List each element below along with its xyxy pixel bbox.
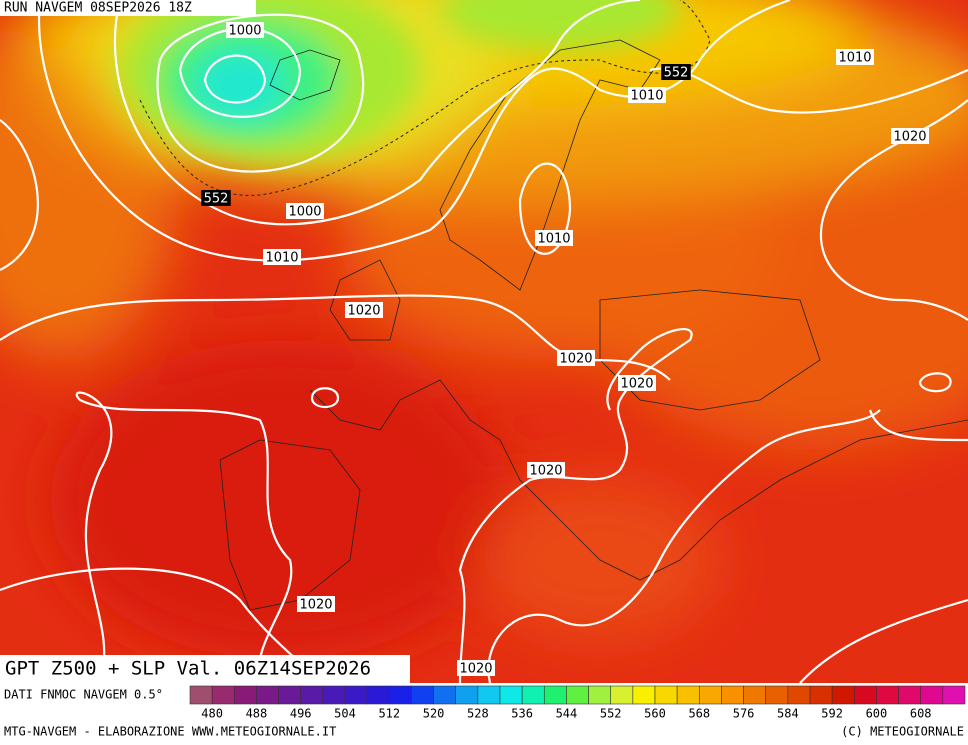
- colorbar-swatch: [942, 685, 966, 705]
- colorbar-swatch: [787, 685, 811, 705]
- colorbar-swatch: [344, 685, 368, 705]
- colorbar-tick-label: 576: [733, 707, 755, 721]
- colorbar-swatch: [721, 685, 744, 705]
- isobar-label: 1020: [893, 130, 926, 145]
- colorbar-tick-label: 592: [821, 707, 843, 721]
- colorbar-swatch: [920, 685, 944, 705]
- z500-552-contour: [139, 0, 711, 196]
- z500-label-box: [201, 190, 231, 206]
- isobar-label-box: [345, 302, 383, 318]
- isobar-label: 1020: [559, 352, 592, 367]
- isobar-label-box: [263, 249, 301, 265]
- z500-label: 552: [664, 66, 689, 81]
- colorbar-swatch: [521, 685, 545, 705]
- isobar-label-box: [891, 128, 929, 144]
- colorbar-tick-label: 512: [378, 707, 400, 721]
- z500-label-box: [661, 64, 691, 80]
- isobar-label-box: [297, 596, 335, 612]
- colorbar-swatch: [588, 685, 612, 705]
- isobar-label-box: [535, 230, 573, 246]
- colorbar-swatch: [388, 685, 412, 705]
- colorbar-swatch: [211, 685, 235, 705]
- colorbar-tick-label: 488: [246, 707, 268, 721]
- colorbar-swatch: [809, 685, 833, 705]
- caption: GPT Z500 + SLP Val. 06Z14SEP2026: [5, 658, 371, 680]
- colorbar-swatch: [189, 685, 213, 705]
- isobar-label: 1020: [529, 464, 562, 479]
- colorbar-tick-label: 600: [866, 707, 888, 721]
- colorbar-tick-label: 480: [201, 707, 223, 721]
- isobar-label-box: [836, 49, 874, 65]
- colorbar-swatch: [233, 685, 257, 705]
- isobar-label: 1020: [299, 598, 332, 613]
- isobar-label: 1010: [265, 251, 298, 266]
- isobar-label-box: [527, 462, 565, 478]
- colorbar-swatch: [455, 685, 479, 705]
- isobar-label-box: [618, 375, 656, 391]
- isobar-label: 1010: [838, 51, 871, 66]
- colorbar-tick-label: 544: [556, 707, 578, 721]
- colorbar-tick-label: 504: [334, 707, 356, 721]
- colorbar-swatch: [366, 685, 390, 705]
- map: [0, 0, 968, 683]
- colorbar-swatch: [765, 685, 789, 705]
- isobar-label-box: [226, 22, 264, 38]
- z500-label: 552: [204, 192, 229, 207]
- run-label: RUN NAVGEM 08SEP2026 18Z: [4, 1, 192, 16]
- colorbar-swatch: [853, 685, 877, 705]
- colorbar-swatch: [278, 685, 302, 705]
- colorbar: 480 488 496 504 512 520 528 536 544 552 560 568 576 5…: [189, 685, 966, 721]
- isobar-label: 1010: [630, 89, 663, 104]
- colorbar-tick-label: 552: [600, 707, 622, 721]
- colorbar-tick-label: 608: [910, 707, 932, 721]
- isobar-label: 1020: [459, 662, 492, 677]
- colorbar-swatch: [411, 685, 434, 705]
- colorbar-source: DATI FNMOC NAVGEM 0.5°: [4, 688, 163, 702]
- colorbar-swatch: [898, 685, 922, 705]
- colorbar-swatch: [433, 685, 457, 705]
- caption-box: [0, 655, 410, 683]
- colorbar-tick-label: 520: [423, 707, 445, 721]
- colorbar-swatch: [876, 685, 899, 705]
- isobar-label-box: [286, 203, 324, 219]
- colorbar-tick-label: 536: [511, 707, 533, 721]
- colorbar-tick-label: 568: [688, 707, 710, 721]
- colorbar-swatch: [322, 685, 346, 705]
- colorbar-swatch: [543, 685, 567, 705]
- colorbar-swatch: [477, 685, 501, 705]
- isobar-label-box: [557, 350, 595, 366]
- colorbar-tick-label: 584: [777, 707, 799, 721]
- colorbar-swatch: [676, 685, 700, 705]
- colorbar-swatch: [499, 685, 523, 705]
- footer-left: MTG-NAVGEM - ELABORAZIONE WWW.METEOGIORN…: [4, 725, 336, 739]
- colorbar-swatch: [566, 685, 589, 705]
- isobar-label: 1010: [537, 232, 570, 247]
- colorbar-swatch: [300, 685, 324, 705]
- isobar-label-box: [457, 660, 495, 676]
- colorbar-swatch: [632, 685, 656, 705]
- isobar-label-box: [628, 87, 666, 103]
- colorbar-tick-label: 560: [644, 707, 666, 721]
- low-shading: [120, 0, 680, 160]
- colorbar-tick-label: 528: [467, 707, 489, 721]
- isobar-label: 1000: [228, 24, 261, 39]
- colorbar-swatch: [831, 685, 855, 705]
- colorbar-swatch: [654, 685, 678, 705]
- colorbar-swatch: [256, 685, 279, 705]
- colorbar-swatch: [610, 685, 634, 705]
- isobar-label: 1000: [288, 205, 321, 220]
- colorbar-swatch: [698, 685, 722, 705]
- isobar-label: 1020: [347, 304, 380, 319]
- footer-right: (C) METEOGIORNALE: [841, 725, 964, 739]
- isobar-label: 1020: [620, 377, 653, 392]
- colorbar-tick-label: 496: [290, 707, 312, 721]
- colorbar-swatch: [743, 685, 767, 705]
- run-label-box: [0, 0, 256, 16]
